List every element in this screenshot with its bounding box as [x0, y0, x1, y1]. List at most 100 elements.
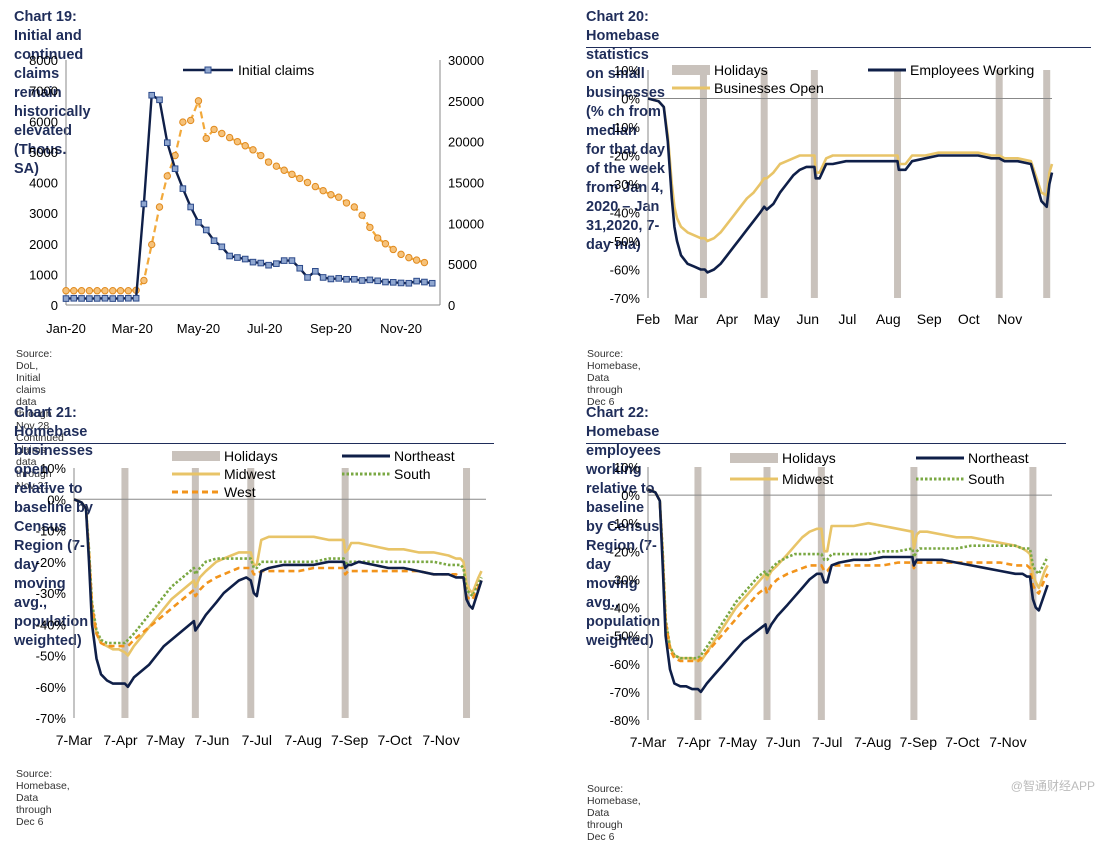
chart-20-y-tick-label: -30% [610, 177, 641, 192]
chart-19-initial-claims-point [78, 295, 85, 302]
chart-19-source: Source: DoL, Initial claims data through… [16, 348, 64, 492]
chart-20-y-tick-label: -40% [610, 206, 641, 221]
chart-19-continued-claims-point [381, 240, 390, 248]
chart-19-continued-claims-point [319, 186, 327, 195]
chart-22-northeast-line [647, 488, 1049, 694]
chart-22-legend-label: Midwest [782, 471, 833, 487]
chart-20-title-line1: Chart 20: Homebase statistics on small b… [586, 9, 665, 139]
chart-19-initial-claims-point [171, 165, 179, 173]
chart-20-y-tick-label: -60% [610, 263, 641, 278]
chart-19-initial-claims-point [226, 252, 233, 260]
chart-19-title-line1: Chart 19: Initial and continued claims r… [14, 9, 91, 139]
chart-21-legend-label: South [394, 466, 431, 482]
chart-19-initial-claims-point [319, 274, 327, 281]
chart-22-y-tick-label: 0% [621, 488, 640, 503]
chart-22-x-tick-label: 7-Jul [812, 734, 842, 750]
chart-19-continued-claims-point [350, 203, 358, 211]
chart-19-continued-claims-point [327, 191, 335, 199]
chart-20-legend-label: Businesses Open [714, 80, 824, 96]
chart-22-y-tick-label: -30% [610, 572, 641, 587]
chart-21-holiday-bar [121, 468, 129, 718]
chart-19-initial-claims-point [288, 257, 296, 264]
chart-20-businesses-open-line [647, 97, 1054, 243]
chart-19-initial-claims-point [428, 279, 436, 287]
chart-19-y-tick-label: 6000 [29, 114, 58, 129]
chart-19-initial-claims-point [273, 260, 280, 267]
chart-22-x-tick-label: 7-Jun [766, 734, 801, 750]
chart-19-continued-claims-point [412, 256, 421, 264]
chart-22-y-tick-label: -40% [610, 601, 641, 616]
chart-19-continued-claims-point [101, 287, 109, 295]
chart-19-initial-claims-point [101, 294, 109, 302]
chart-22-y-tick-label: -50% [610, 629, 641, 644]
charts-canvas: 0 1000 2000 3000 4000 5000 6000 7000 8000 0 5000 10… [29, 53, 1054, 750]
chart-19-y2-tick-label: 30000 [448, 53, 484, 68]
chart-22-holiday-bar [910, 467, 918, 720]
chart-19-y2-tick-label: 25000 [448, 94, 484, 109]
chart-19-y-tick-label: 0 [51, 298, 58, 313]
chart-19-legend-marker [204, 66, 212, 74]
chart-19-continued-claims-point [311, 182, 320, 191]
chart-19-continued-claims-point [202, 134, 210, 143]
chart-19-continued-claims-point [93, 287, 101, 295]
chart-19-y-tick-label: 5000 [29, 145, 58, 160]
chart-21-title-line1: Chart 21: Homebase businesses open relat… [14, 405, 93, 535]
chart-20-x-tick-label: Jun [796, 311, 819, 327]
chart-22-y-tick-label: 10% [614, 460, 640, 475]
chart-20-source: Source: Homebase, Data through Dec 6 [587, 348, 641, 408]
chart-21-x-tick-label: 7-May [146, 732, 185, 748]
chart-19-continued-claims-point [288, 170, 296, 179]
chart-19-continued-claims-point [186, 116, 195, 125]
chart-19-continued-claims-point [373, 234, 382, 242]
chart-19-initial-claims-point [327, 275, 335, 283]
chart-19-continued-claims-point [257, 151, 265, 160]
chart-19-y2-tick-label: 15000 [448, 176, 484, 191]
chart-19-initial-claims-point [335, 275, 343, 282]
chart-20-legend-swatch [672, 65, 710, 75]
chart-21-legend-label: Midwest [224, 466, 275, 482]
chart-19-continued-claims-point [70, 287, 78, 295]
chart-22-y-tick-label: -60% [610, 657, 641, 672]
chart-19-initial-claims-point [109, 295, 117, 302]
chart-21-northeast-line [73, 498, 483, 689]
watermark: @智通财经APP [1010, 779, 1095, 793]
chart-22-title: Chart 22: Homebase employees working rel… [586, 404, 661, 651]
chart-19-continued-claims-point [163, 172, 171, 180]
chart-20-holiday-bar [1043, 70, 1051, 298]
chart-19-x-tick-label: Jan-20 [46, 321, 86, 336]
chart-19-plot: 0 1000 2000 3000 4000 5000 6000 7000 8000 0 5000 10… [29, 53, 484, 336]
chart-20-x-tick-label: Nov [997, 311, 1022, 327]
chart-21-legend: Holidays Northeast Midwest South West [172, 448, 455, 500]
chart-21-x-tick-label: 7-Oct [377, 732, 411, 748]
chart-19-continued-claims-point [366, 223, 374, 232]
chart-19-y-tick-label: 7000 [29, 84, 58, 99]
chart-19-initial-claims-point [93, 295, 101, 302]
chart-22-legend-label: Holidays [782, 450, 836, 466]
chart-19-continued-claims-point [140, 276, 148, 285]
chart-19-continued-claims-point [303, 178, 312, 187]
chart-19-continued-claims-point [218, 129, 226, 138]
chart-19-continued-claims-point [272, 162, 281, 170]
chart-19-initial-claims-point [405, 279, 413, 287]
chart-19-continued-claims-point [148, 240, 156, 249]
chart-21-y-tick-label: -20% [36, 555, 67, 570]
chart-21-legend-swatch [172, 451, 220, 461]
chart-20-plot: -70% -60% -50% -40% -30% -20% -10% 0% 10% Feb Mar A… [610, 62, 1054, 327]
chart-19-x-tick-label: Sep-20 [310, 321, 352, 336]
chart-20-x-tick-label: Feb [636, 311, 660, 327]
chart-19-continued-claims-point [179, 118, 187, 126]
chart-22-x-tick-label: 7-Apr [676, 734, 711, 750]
chart-19-initial-claims-point [210, 237, 218, 244]
chart-19-continued-claims-point [280, 166, 288, 174]
chart-19-initial-claims-point [132, 294, 140, 302]
chart-22-holiday-bar [817, 467, 825, 720]
chart-20-y-tick-label: 10% [614, 63, 640, 78]
chart-19-initial-claims-point [249, 258, 257, 266]
chart-22-y-tick-label: -10% [610, 516, 641, 531]
chart-22-midwest-line [647, 488, 1049, 663]
chart-20-legend-label: Holidays [714, 62, 768, 78]
chart-19-continued-claims-point [116, 287, 125, 295]
chart-19-initial-claims-point [156, 96, 163, 104]
chart-20-title-rule [586, 47, 1091, 48]
chart-19-y2-tick-label: 10000 [448, 216, 484, 231]
